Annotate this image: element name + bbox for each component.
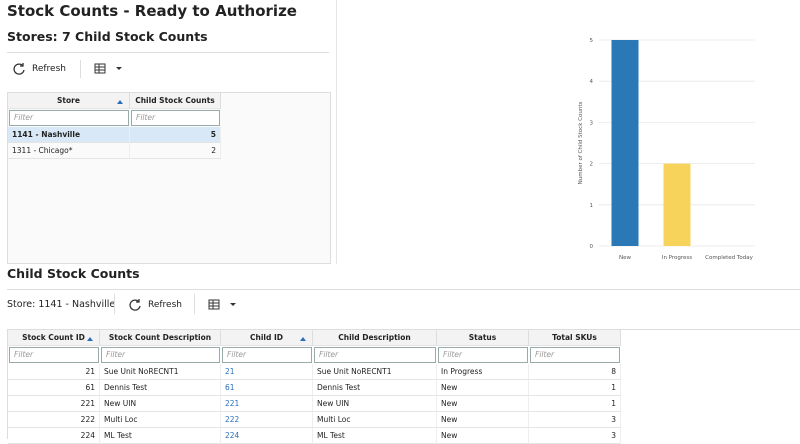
table-cell[interactable]: 221: [221, 396, 313, 412]
table-cell: New: [437, 396, 529, 412]
refresh-button[interactable]: Refresh: [12, 62, 66, 76]
filter-input[interactable]: Filter: [131, 110, 220, 126]
table-cell: New UIN: [100, 396, 221, 412]
x-tick-label: In Progress: [662, 255, 692, 261]
bar: [663, 163, 691, 246]
y-tick-label: 5: [590, 38, 594, 44]
table-cell: 3: [529, 412, 621, 428]
table-cell: ML Test: [313, 428, 437, 444]
filter-input[interactable]: Filter: [222, 347, 312, 363]
table-cell: 21: [8, 364, 100, 380]
table-cell: 224: [8, 428, 100, 444]
table-cell: Dennis Test: [100, 380, 221, 396]
column-header[interactable]: Status: [437, 330, 529, 346]
divider: [194, 294, 195, 314]
filter-input[interactable]: Filter: [9, 110, 129, 126]
store-label: Store: 1141 - Nashville: [7, 299, 116, 310]
table-cell: Sue Unit NoRECNT1: [100, 364, 221, 380]
column-header[interactable]: Child Description: [313, 330, 437, 346]
stores-table: Store Child Stock Counts Filter Filter 1141 …: [7, 92, 331, 264]
filter-input[interactable]: Filter: [314, 347, 436, 363]
table-cell: New UIN: [313, 396, 437, 412]
bar: [611, 40, 639, 246]
column-header[interactable]: Child ID: [221, 330, 313, 346]
table-cell[interactable]: 61: [221, 380, 313, 396]
table-cell: 1141 - Nashville: [8, 127, 130, 143]
table-cell: 8: [529, 364, 621, 380]
refresh-icon: [13, 63, 25, 75]
table-cell: Dennis Test: [313, 380, 437, 396]
view-menu[interactable]: [208, 299, 238, 311]
y-tick-label: 3: [590, 120, 594, 126]
refresh-icon: [129, 299, 141, 311]
panel-title: Child Stock Counts: [7, 266, 140, 281]
column-header[interactable]: Total SKUs: [529, 330, 621, 346]
y-tick-label: 4: [590, 79, 594, 85]
x-tick-label: New: [619, 255, 631, 261]
table-cell: Sue Unit NoRECNT1: [313, 364, 437, 380]
y-tick-label: 0: [590, 244, 594, 250]
table-cell: New: [437, 380, 529, 396]
table-cell[interactable]: 21: [221, 364, 313, 380]
refresh-button[interactable]: Refresh: [128, 298, 182, 312]
filter-input[interactable]: Filter: [101, 347, 220, 363]
stores-panel: Stores: 7 Child Stock Counts Refresh Sto…: [0, 0, 337, 264]
table-cell: 2: [130, 143, 221, 159]
table-cell: Multi Loc: [313, 412, 437, 428]
child-panel: Child Stock Counts Store: 1141 - Nashvil…: [0, 264, 800, 444]
table-cell: 1: [529, 396, 621, 412]
divider: [80, 60, 81, 78]
x-tick-label: Completed Today: [705, 255, 753, 261]
y-tick-label: 2: [590, 162, 594, 168]
divider: [7, 289, 800, 290]
table-cell: 222: [8, 412, 100, 428]
table-cell: 1311 - Chicago*: [8, 143, 130, 159]
table-cell[interactable]: 222: [221, 412, 313, 428]
view-menu[interactable]: [94, 63, 124, 75]
child-table: Stock Count ID Stock Count Description Chi…: [7, 329, 800, 444]
table-cell: 221: [8, 396, 100, 412]
divider: [114, 294, 115, 314]
table-cell: New: [437, 412, 529, 428]
page-title: Stock Counts - Ready to Authorize: [7, 2, 297, 20]
column-header[interactable]: Store: [8, 93, 130, 109]
chart: Number of Child Stock Counts 0 1 2 3 4 5 New In…: [578, 38, 755, 261]
filter-input[interactable]: Filter: [438, 347, 528, 363]
table-cell[interactable]: 224: [221, 428, 313, 444]
y-axis-label: Number of Child Stock Counts: [578, 102, 584, 185]
filter-input[interactable]: Filter: [9, 347, 99, 363]
column-header[interactable]: Stock Count Description: [100, 330, 221, 346]
button-label: Refresh: [32, 64, 66, 74]
divider: [7, 52, 329, 53]
y-tick-label: 1: [590, 203, 594, 209]
table-cell: ML Test: [100, 428, 221, 444]
table-cell: New: [437, 428, 529, 444]
column-header[interactable]: Stock Count ID: [8, 330, 100, 346]
table-cell: Multi Loc: [100, 412, 221, 428]
table-cell: 3: [529, 428, 621, 444]
page-header: Stock Counts - Ready to Authorize: [7, 2, 297, 20]
filter-input[interactable]: Filter: [530, 347, 620, 363]
table-cell: 61: [8, 380, 100, 396]
column-header[interactable]: Child Stock Counts: [130, 93, 221, 109]
panel-title: Stores: 7 Child Stock Counts: [7, 29, 208, 44]
table-cell: In Progress: [437, 364, 529, 380]
button-label: Refresh: [148, 300, 182, 310]
table-cell: 1: [529, 380, 621, 396]
table-cell: 5: [130, 127, 221, 143]
